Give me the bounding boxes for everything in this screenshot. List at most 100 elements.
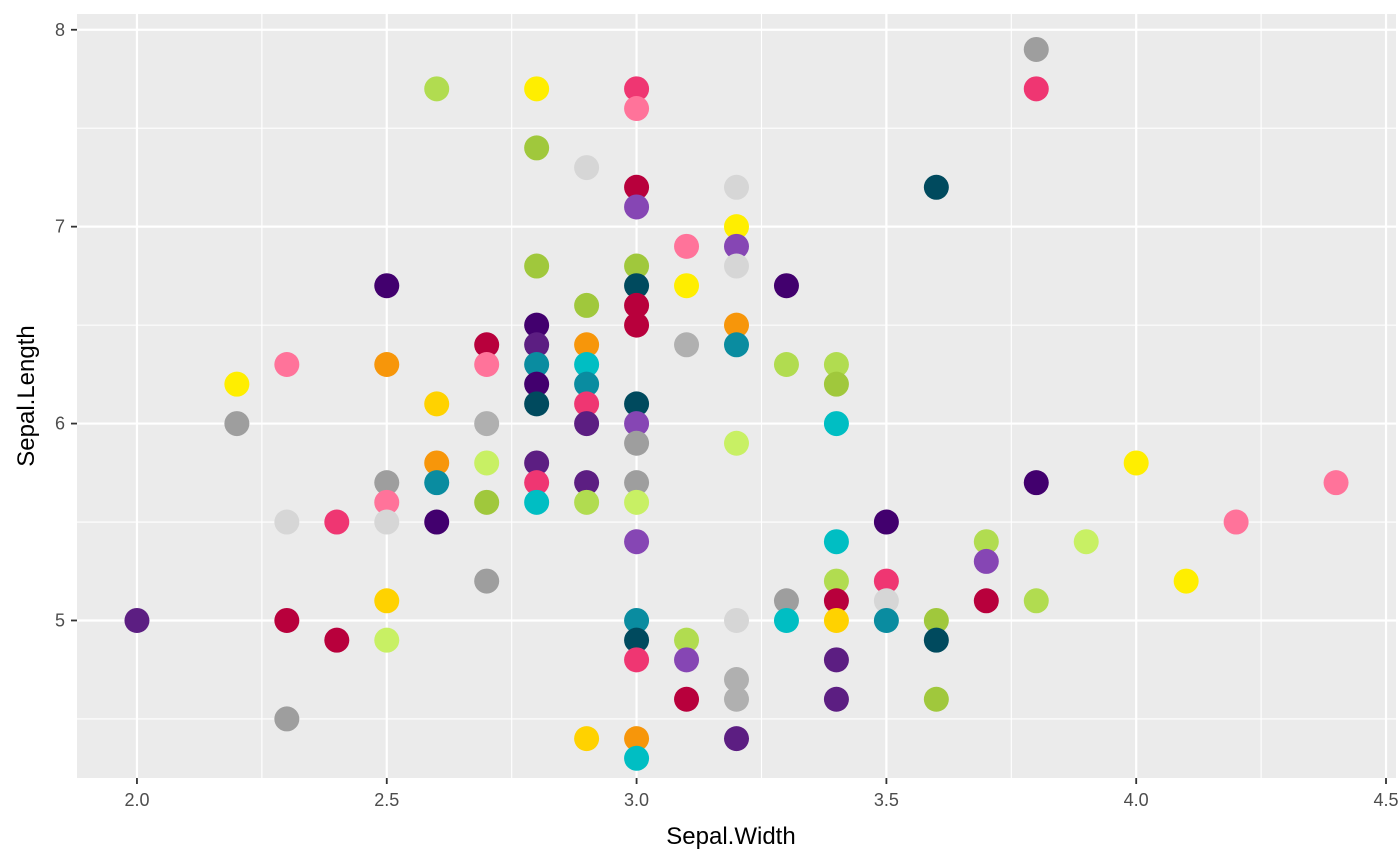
data-point [274, 607, 300, 633]
data-point [374, 470, 400, 496]
data-point [624, 312, 650, 338]
data-point [524, 371, 550, 397]
data-point [724, 667, 749, 693]
data-point [1023, 36, 1049, 62]
data-point [524, 489, 550, 515]
data-point [823, 529, 849, 555]
data-point [424, 76, 450, 102]
data-point [574, 371, 600, 397]
data-point [424, 470, 450, 496]
data-point [624, 194, 650, 220]
data-point [923, 627, 949, 653]
data-point [574, 351, 600, 377]
data-point [424, 450, 450, 476]
data-point [1173, 568, 1199, 594]
data-point [724, 430, 749, 456]
y-tick-label: 7 [55, 217, 65, 237]
data-point [1323, 470, 1349, 496]
data-point [624, 529, 650, 555]
data-point [374, 509, 400, 535]
data-point [923, 174, 949, 200]
data-point [973, 588, 999, 614]
data-point [1023, 588, 1049, 614]
data-point [823, 588, 849, 614]
data-point [274, 509, 300, 535]
minor-gridlines [77, 14, 1396, 778]
y-axis: 5 6 7 8 [55, 20, 77, 630]
data-point [474, 332, 500, 358]
data-point [724, 312, 749, 338]
data-points [124, 36, 1349, 771]
data-point [524, 312, 550, 338]
data-point [674, 686, 700, 712]
data-point [1023, 76, 1049, 102]
data-point [973, 548, 999, 574]
data-point [474, 568, 500, 594]
y-tick-label: 5 [55, 610, 65, 630]
data-point [574, 411, 600, 437]
data-point [624, 174, 650, 200]
data-point [873, 568, 899, 594]
plot-panel [77, 14, 1396, 778]
data-point [624, 391, 650, 417]
data-point [823, 647, 849, 673]
data-point [624, 273, 650, 299]
data-point [674, 332, 700, 358]
data-point [674, 273, 700, 299]
data-point [524, 76, 550, 102]
data-point [674, 627, 700, 653]
data-point [823, 568, 849, 594]
data-point [624, 647, 650, 673]
data-point [574, 489, 600, 515]
data-point [374, 588, 400, 614]
data-point [624, 430, 650, 456]
data-point [823, 686, 849, 712]
data-point [374, 627, 400, 653]
x-tick-label: 3.0 [624, 790, 649, 810]
data-point [624, 745, 650, 771]
data-point [424, 391, 450, 417]
data-point [224, 371, 250, 397]
data-point [1123, 450, 1149, 476]
data-point [474, 489, 500, 515]
data-point [374, 489, 400, 515]
data-point [1023, 470, 1049, 496]
data-point [624, 96, 650, 122]
data-point [524, 470, 550, 496]
data-point [474, 411, 500, 437]
data-point [474, 351, 500, 377]
data-point [124, 607, 150, 633]
data-point [724, 214, 749, 240]
x-tick-label: 4.5 [1373, 790, 1398, 810]
data-point [274, 351, 300, 377]
data-point [624, 470, 650, 496]
data-point [624, 627, 650, 653]
data-point [474, 450, 500, 476]
data-point [574, 391, 600, 417]
data-point [674, 233, 700, 259]
data-point [524, 391, 550, 417]
data-point [724, 174, 749, 200]
data-point [274, 706, 300, 732]
data-point [773, 351, 799, 377]
data-point [374, 351, 400, 377]
data-point [524, 351, 550, 377]
data-point [374, 273, 400, 299]
data-point [574, 332, 600, 358]
data-point [624, 489, 650, 515]
data-point [524, 135, 550, 161]
data-point [923, 686, 949, 712]
x-tick-label: 3.5 [874, 790, 899, 810]
data-point [873, 607, 899, 633]
data-point [624, 726, 650, 752]
data-point [524, 253, 550, 279]
data-point [873, 509, 899, 535]
data-point [1073, 529, 1099, 555]
x-axis-title: Sepal.Width [666, 823, 795, 850]
data-point [624, 253, 650, 279]
x-tick-label: 4.0 [1124, 790, 1149, 810]
data-point [424, 509, 450, 535]
data-point [624, 411, 650, 437]
data-point [823, 411, 849, 437]
